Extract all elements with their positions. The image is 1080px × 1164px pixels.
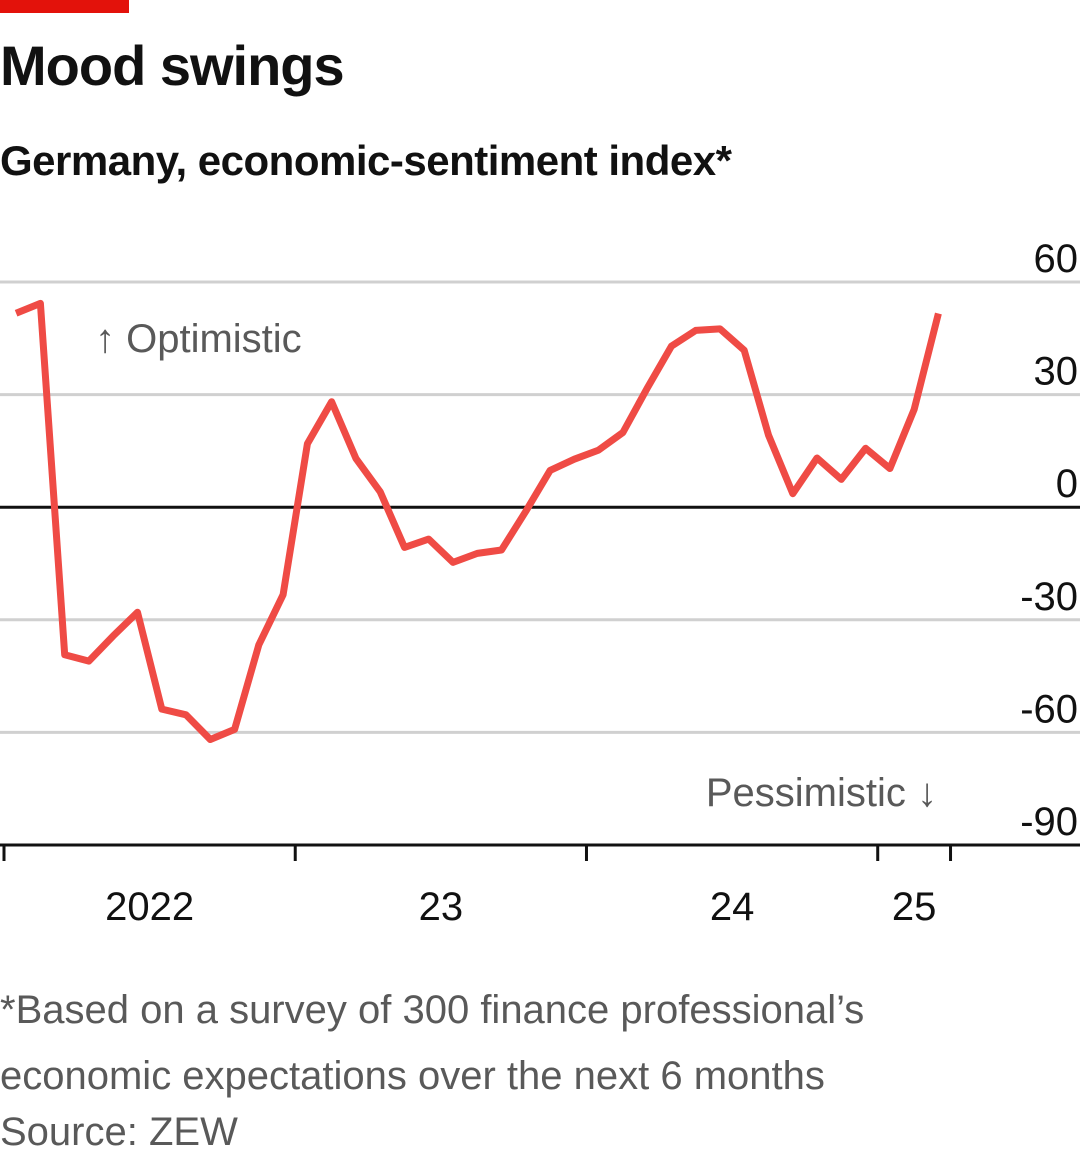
y-tick-label: 30 xyxy=(1034,350,1079,394)
x-tick-label: 2022 xyxy=(105,885,194,929)
x-axis xyxy=(0,505,1080,861)
x-tick-label: 23 xyxy=(419,885,464,929)
y-tick-label: -60 xyxy=(1020,687,1078,731)
annotation-optimistic: ↑ Optimistic xyxy=(95,317,302,361)
source-note: Source: ZEW xyxy=(0,1110,238,1154)
x-tick-label: 25 xyxy=(892,885,937,929)
y-axis-tick-labels: 60 30 0 -30 -60 -90 xyxy=(1020,237,1078,844)
footnote-line-1: *Based on a survey of 300 finance profes… xyxy=(0,988,865,1032)
y-tick-label: -30 xyxy=(1020,575,1078,619)
y-tick-label: 60 xyxy=(1034,237,1079,281)
x-axis-tick-labels: 2022 23 24 25 xyxy=(105,885,936,929)
chart-title: Mood swings xyxy=(0,34,345,97)
x-tick-label: 24 xyxy=(710,885,755,929)
series-layer xyxy=(14,299,942,743)
annotations: ↑ Optimistic Pessimistic ↓ xyxy=(95,317,937,815)
footnote-line-2: economic expectations over the next 6 mo… xyxy=(0,1054,825,1098)
series-line xyxy=(14,299,942,743)
gridlines xyxy=(0,280,1080,734)
chart-subtitle: Germany, economic-sentiment index* xyxy=(0,137,732,184)
line-chart: 60 30 0 -30 -60 -90 2022 23 24 25 ↑ Optimistic Pe… xyxy=(0,237,1080,929)
annotation-pessimistic: Pessimistic ↓ xyxy=(706,771,937,815)
y-tick-label: -90 xyxy=(1020,800,1078,844)
accent-bar xyxy=(0,0,129,13)
y-tick-label: 0 xyxy=(1056,462,1078,506)
